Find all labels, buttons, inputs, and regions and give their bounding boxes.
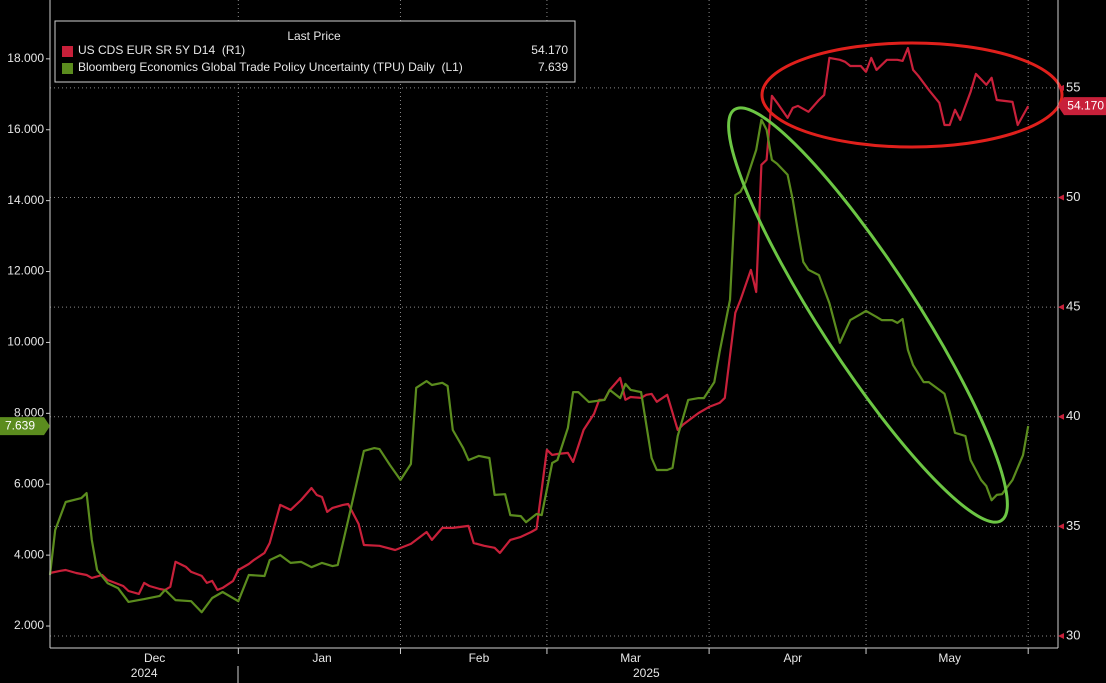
highlight-ellipse [727,106,1009,524]
last-price-tag [0,417,50,436]
year-label: 2025 [633,666,660,680]
legend-label: US CDS EUR SR 5Y D14 (R1) [78,43,245,57]
last-price-label: 7.639 [5,418,35,432]
x-tick-label: May [938,651,961,665]
y-tick-label: 10.000 [7,335,44,349]
y2-tick-label: 35 [1066,518,1080,533]
legend: Last Price US CDS EUR SR 5Y D14 (R1) 54.1… [54,20,576,83]
legend-title: Last Price [287,29,341,43]
x-tick-label: Dec [144,651,165,665]
y-tick-label: 18.000 [7,51,44,65]
y2-tick-label: 45 [1066,299,1080,314]
y2-tick [1058,523,1064,530]
y-tick-label: 14.000 [7,193,44,207]
grid-layer [50,0,1058,648]
y-tick-label: 12.000 [7,264,44,278]
y2-tick-label: 50 [1066,189,1080,204]
y2-tick [1058,84,1064,91]
legend-value: 54.170 [531,43,568,57]
y2-tick [1058,304,1064,311]
y2-tick-label: 40 [1066,408,1080,423]
y2-tick [1058,632,1064,639]
series-line [49,46,1030,595]
legend-swatch [62,46,73,57]
legend-label: Bloomberg Economics Global Trade Policy … [78,60,463,74]
x-tick-label: Apr [783,651,802,665]
legend-box [54,20,576,83]
y-tick-label: 4.000 [14,547,44,561]
legend-swatch [62,63,73,74]
y-tick-label: 6.000 [14,476,44,490]
legend-value: 7.639 [538,60,568,74]
y2-tick [1058,413,1064,420]
y2-tick-label: 30 [1066,627,1080,642]
y2-tick-label: 55 [1066,79,1080,94]
y2-tick [1058,194,1064,201]
last-price-tag [1058,97,1106,116]
y-tick-label: 2.000 [14,618,44,632]
y-tick-label: 16.000 [7,122,44,136]
year-label: 2024 [131,666,158,680]
series-line [48,118,1030,614]
x-tick-label: Jan [312,651,331,665]
x-tick-label: Mar [620,651,641,665]
x-tick-label: Feb [469,651,490,665]
y-tick-label: 8.000 [14,406,44,420]
line-layer [48,46,1030,614]
highlight-ellipse [760,41,1064,149]
last-price-label: 54.170 [1067,98,1104,112]
